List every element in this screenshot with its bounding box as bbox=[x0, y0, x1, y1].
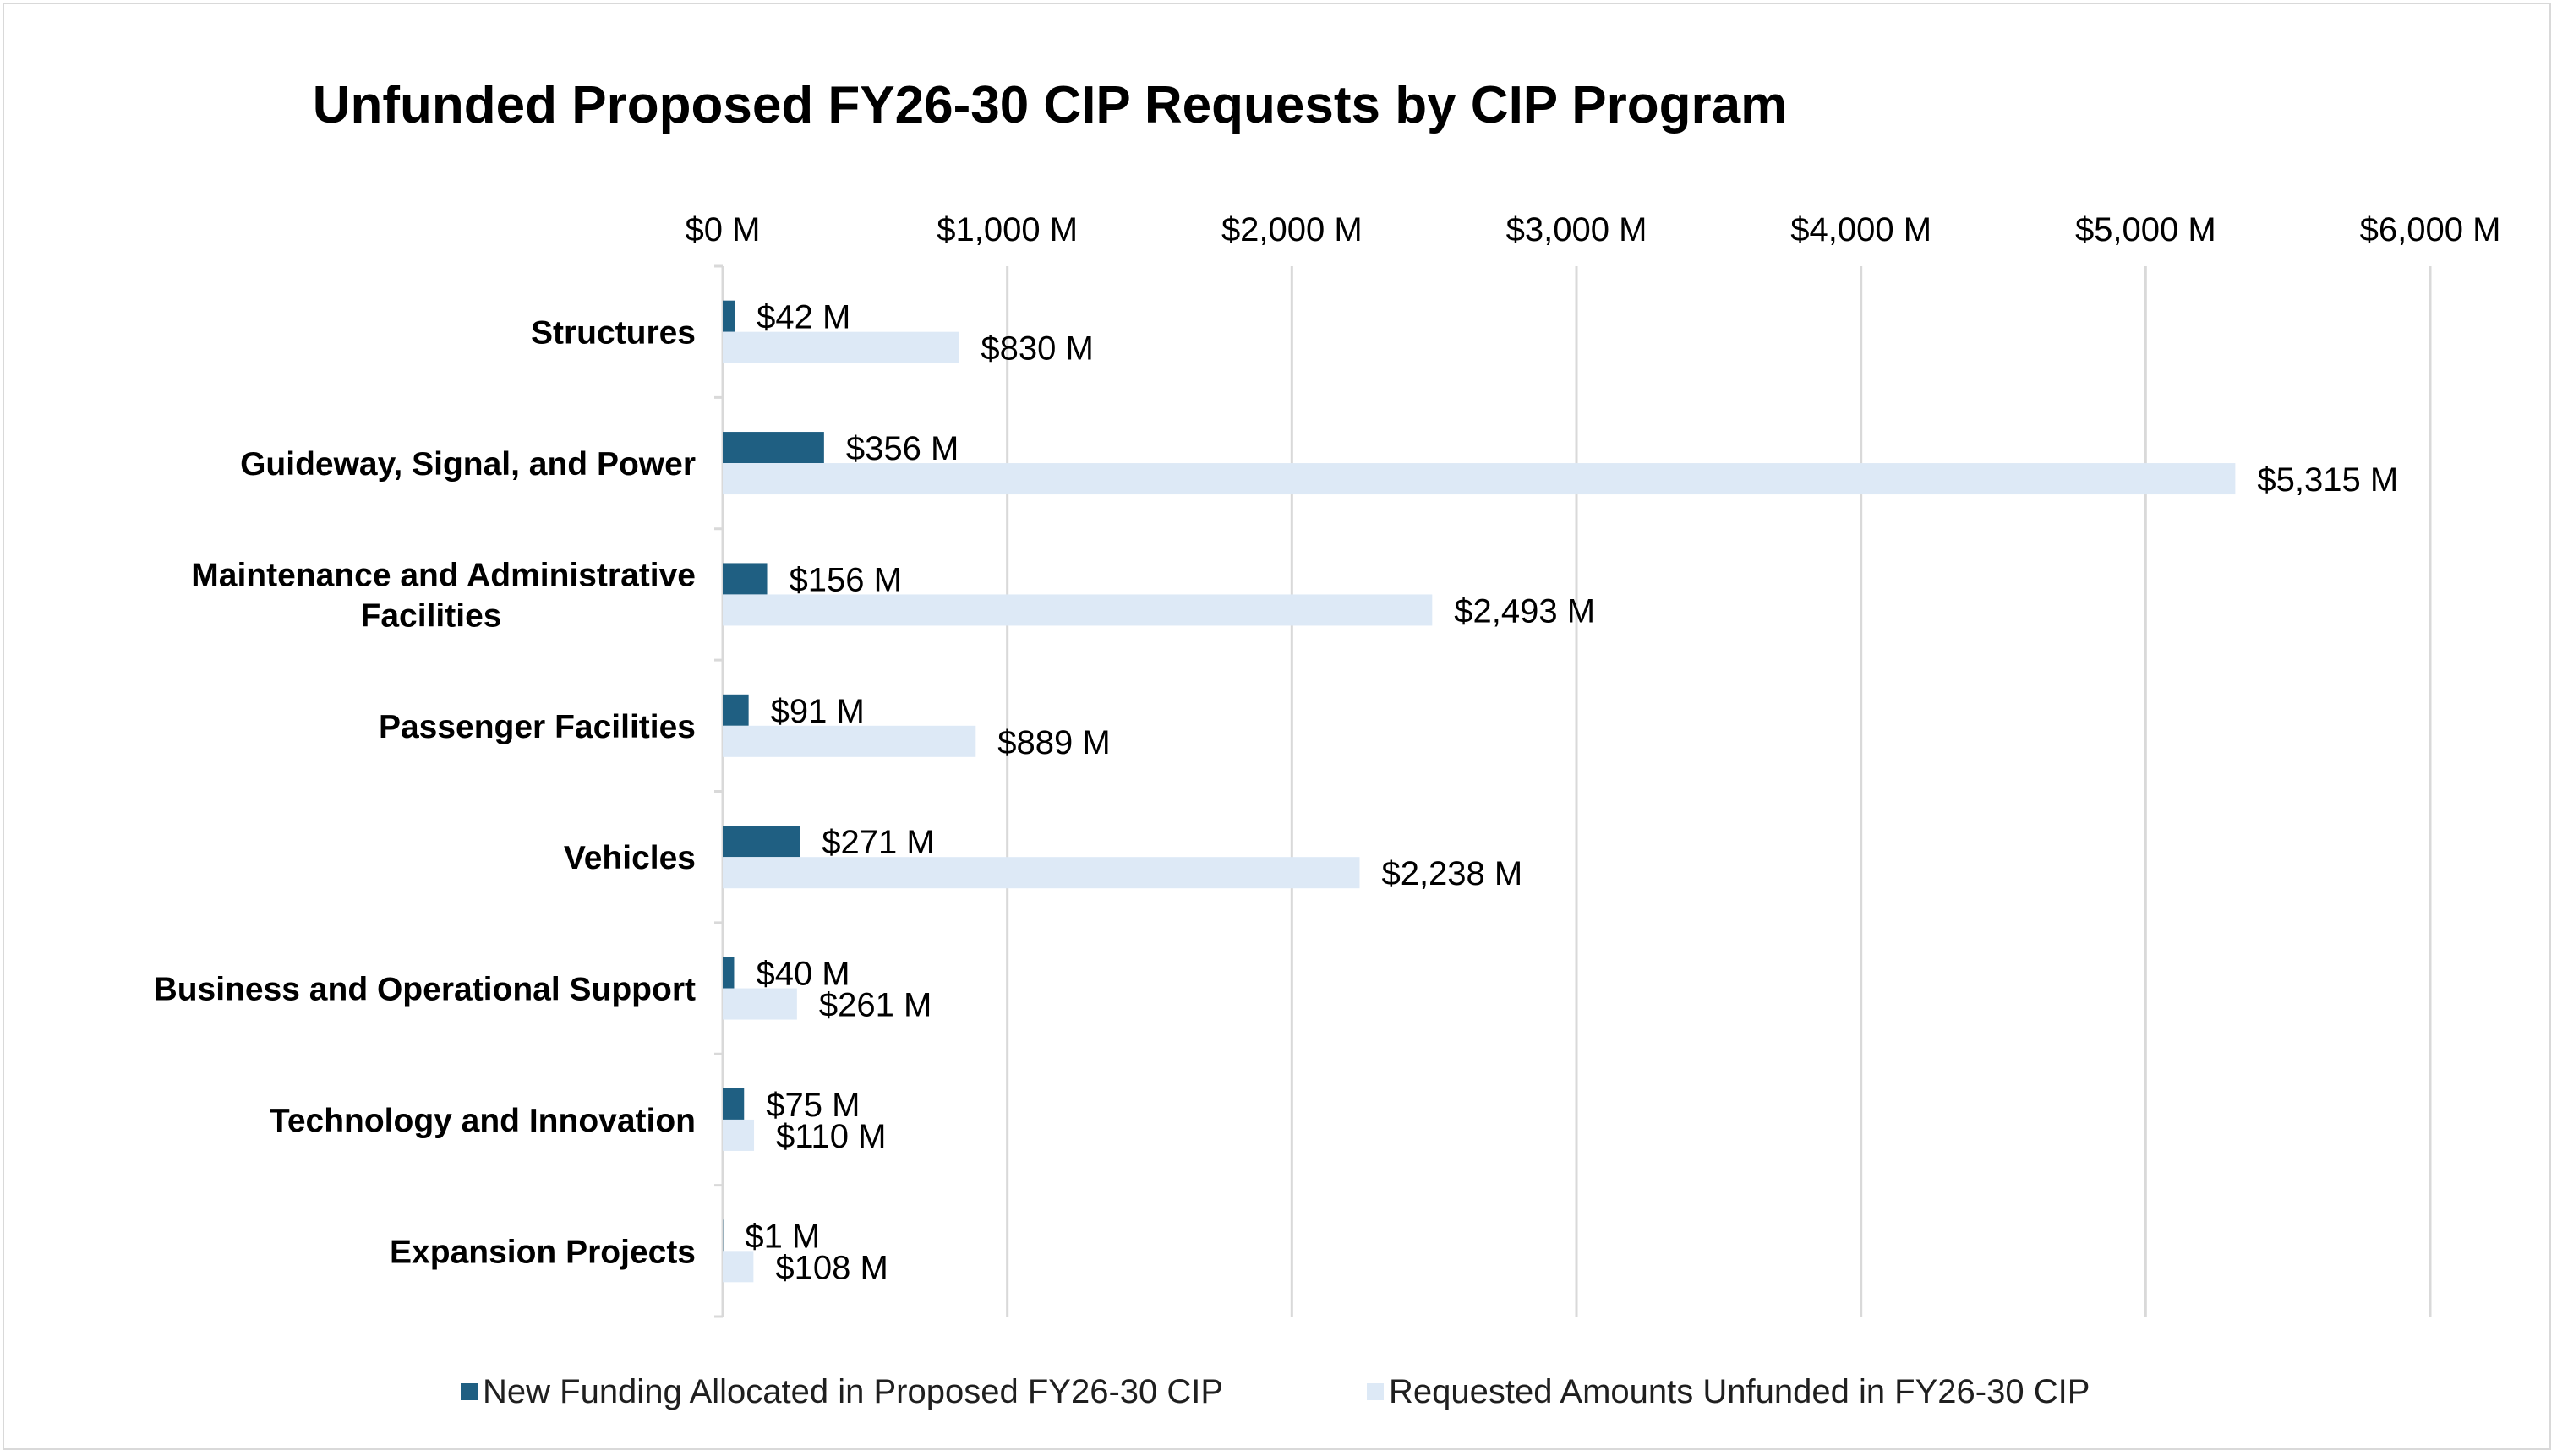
bar-unfunded-request bbox=[723, 1119, 755, 1151]
legend-swatch-unfunded-request bbox=[1367, 1383, 1384, 1400]
data-label-new-funding: $42 M bbox=[757, 299, 850, 336]
x-tick-label: $2,000 M bbox=[1221, 211, 1363, 248]
x-tick-label: $6,000 M bbox=[2360, 211, 2501, 248]
data-label-new-funding: $1 M bbox=[745, 1218, 820, 1255]
bars bbox=[723, 300, 2236, 1283]
gridlines bbox=[1006, 266, 2432, 1317]
y-axis bbox=[714, 264, 724, 1318]
bar-unfunded-request bbox=[723, 1251, 754, 1283]
category-label: Structures bbox=[531, 315, 696, 352]
legend-label-unfunded-request: Requested Amounts Unfunded in FY26-30 CI… bbox=[1389, 1373, 2090, 1410]
x-axis-ticks: $0 M $1,000 M $2,000 M $3,000 M $4,000 M $5,0… bbox=[686, 211, 2501, 248]
x-tick-label: $1,000 M bbox=[937, 211, 1078, 248]
bar-unfunded-request bbox=[723, 988, 797, 1020]
bar-new-funding bbox=[723, 300, 735, 332]
category-label: Passenger Facilities bbox=[379, 709, 696, 745]
data-label-unfunded-request: $2,493 M bbox=[1454, 592, 1595, 630]
chart-frame: Unfunded Proposed FY26-30 CIP Requests b… bbox=[3, 3, 2551, 1450]
bar-unfunded-request bbox=[723, 725, 976, 757]
bar-new-funding bbox=[723, 432, 824, 464]
data-label-unfunded-request: $261 M bbox=[819, 987, 932, 1024]
bar-unfunded-request bbox=[723, 857, 1360, 889]
bar-unfunded-request bbox=[723, 331, 959, 363]
bar-new-funding bbox=[723, 1088, 745, 1120]
data-label-unfunded-request: $830 M bbox=[981, 330, 1093, 368]
category-label: Facilities bbox=[361, 597, 502, 634]
data-label-unfunded-request: $889 M bbox=[997, 724, 1110, 761]
category-label: Guideway, Signal, and Power bbox=[240, 446, 696, 483]
legend-label-new-funding: New Funding Allocated in Proposed FY26-3… bbox=[483, 1373, 1223, 1410]
data-label-unfunded-request: $2,238 M bbox=[1381, 855, 1522, 892]
category-label: Expansion Projects bbox=[390, 1234, 696, 1270]
data-label-new-funding: $271 M bbox=[822, 824, 934, 861]
data-label-unfunded-request: $108 M bbox=[775, 1249, 888, 1286]
data-label-new-funding: $356 M bbox=[846, 430, 959, 467]
data-labels: $42 M$356 M$156 M$91 M$271 M$40 M$75 M$1… bbox=[745, 299, 2398, 1287]
data-label-new-funding: $40 M bbox=[756, 956, 850, 993]
data-label-unfunded-request: $110 M bbox=[776, 1118, 886, 1155]
legend: New Funding Allocated in Proposed FY26-3… bbox=[461, 1373, 2090, 1410]
category-label: Vehicles bbox=[564, 840, 696, 876]
data-label-new-funding: $75 M bbox=[766, 1087, 860, 1124]
bar-chart: Unfunded Proposed FY26-30 CIP Requests b… bbox=[154, 76, 2501, 1410]
x-tick-label: $4,000 M bbox=[1790, 211, 1931, 248]
x-tick-label: $5,000 M bbox=[2075, 211, 2216, 248]
x-tick-label: $3,000 M bbox=[1506, 211, 1647, 248]
data-label-unfunded-request: $5,315 M bbox=[2257, 461, 2398, 499]
bar-new-funding bbox=[723, 694, 749, 726]
bar-new-funding bbox=[723, 563, 768, 595]
category-label: Technology and Innovation bbox=[270, 1103, 696, 1139]
data-label-new-funding: $156 M bbox=[790, 561, 902, 598]
category-labels: Structures Guideway, Signal, and Power Mai… bbox=[154, 315, 696, 1271]
chart-title: Unfunded Proposed FY26-30 CIP Requests b… bbox=[313, 76, 1787, 134]
category-label: Business and Operational Support bbox=[154, 972, 696, 1008]
legend-swatch-new-funding bbox=[461, 1383, 478, 1400]
bar-new-funding bbox=[723, 957, 735, 989]
category-label: Maintenance and Administrative bbox=[191, 557, 696, 593]
bar-unfunded-request bbox=[723, 463, 2236, 495]
bar-unfunded-request bbox=[723, 594, 1433, 626]
x-tick-label: $0 M bbox=[686, 211, 761, 248]
data-label-new-funding: $91 M bbox=[771, 693, 865, 730]
bar-new-funding bbox=[723, 826, 800, 858]
